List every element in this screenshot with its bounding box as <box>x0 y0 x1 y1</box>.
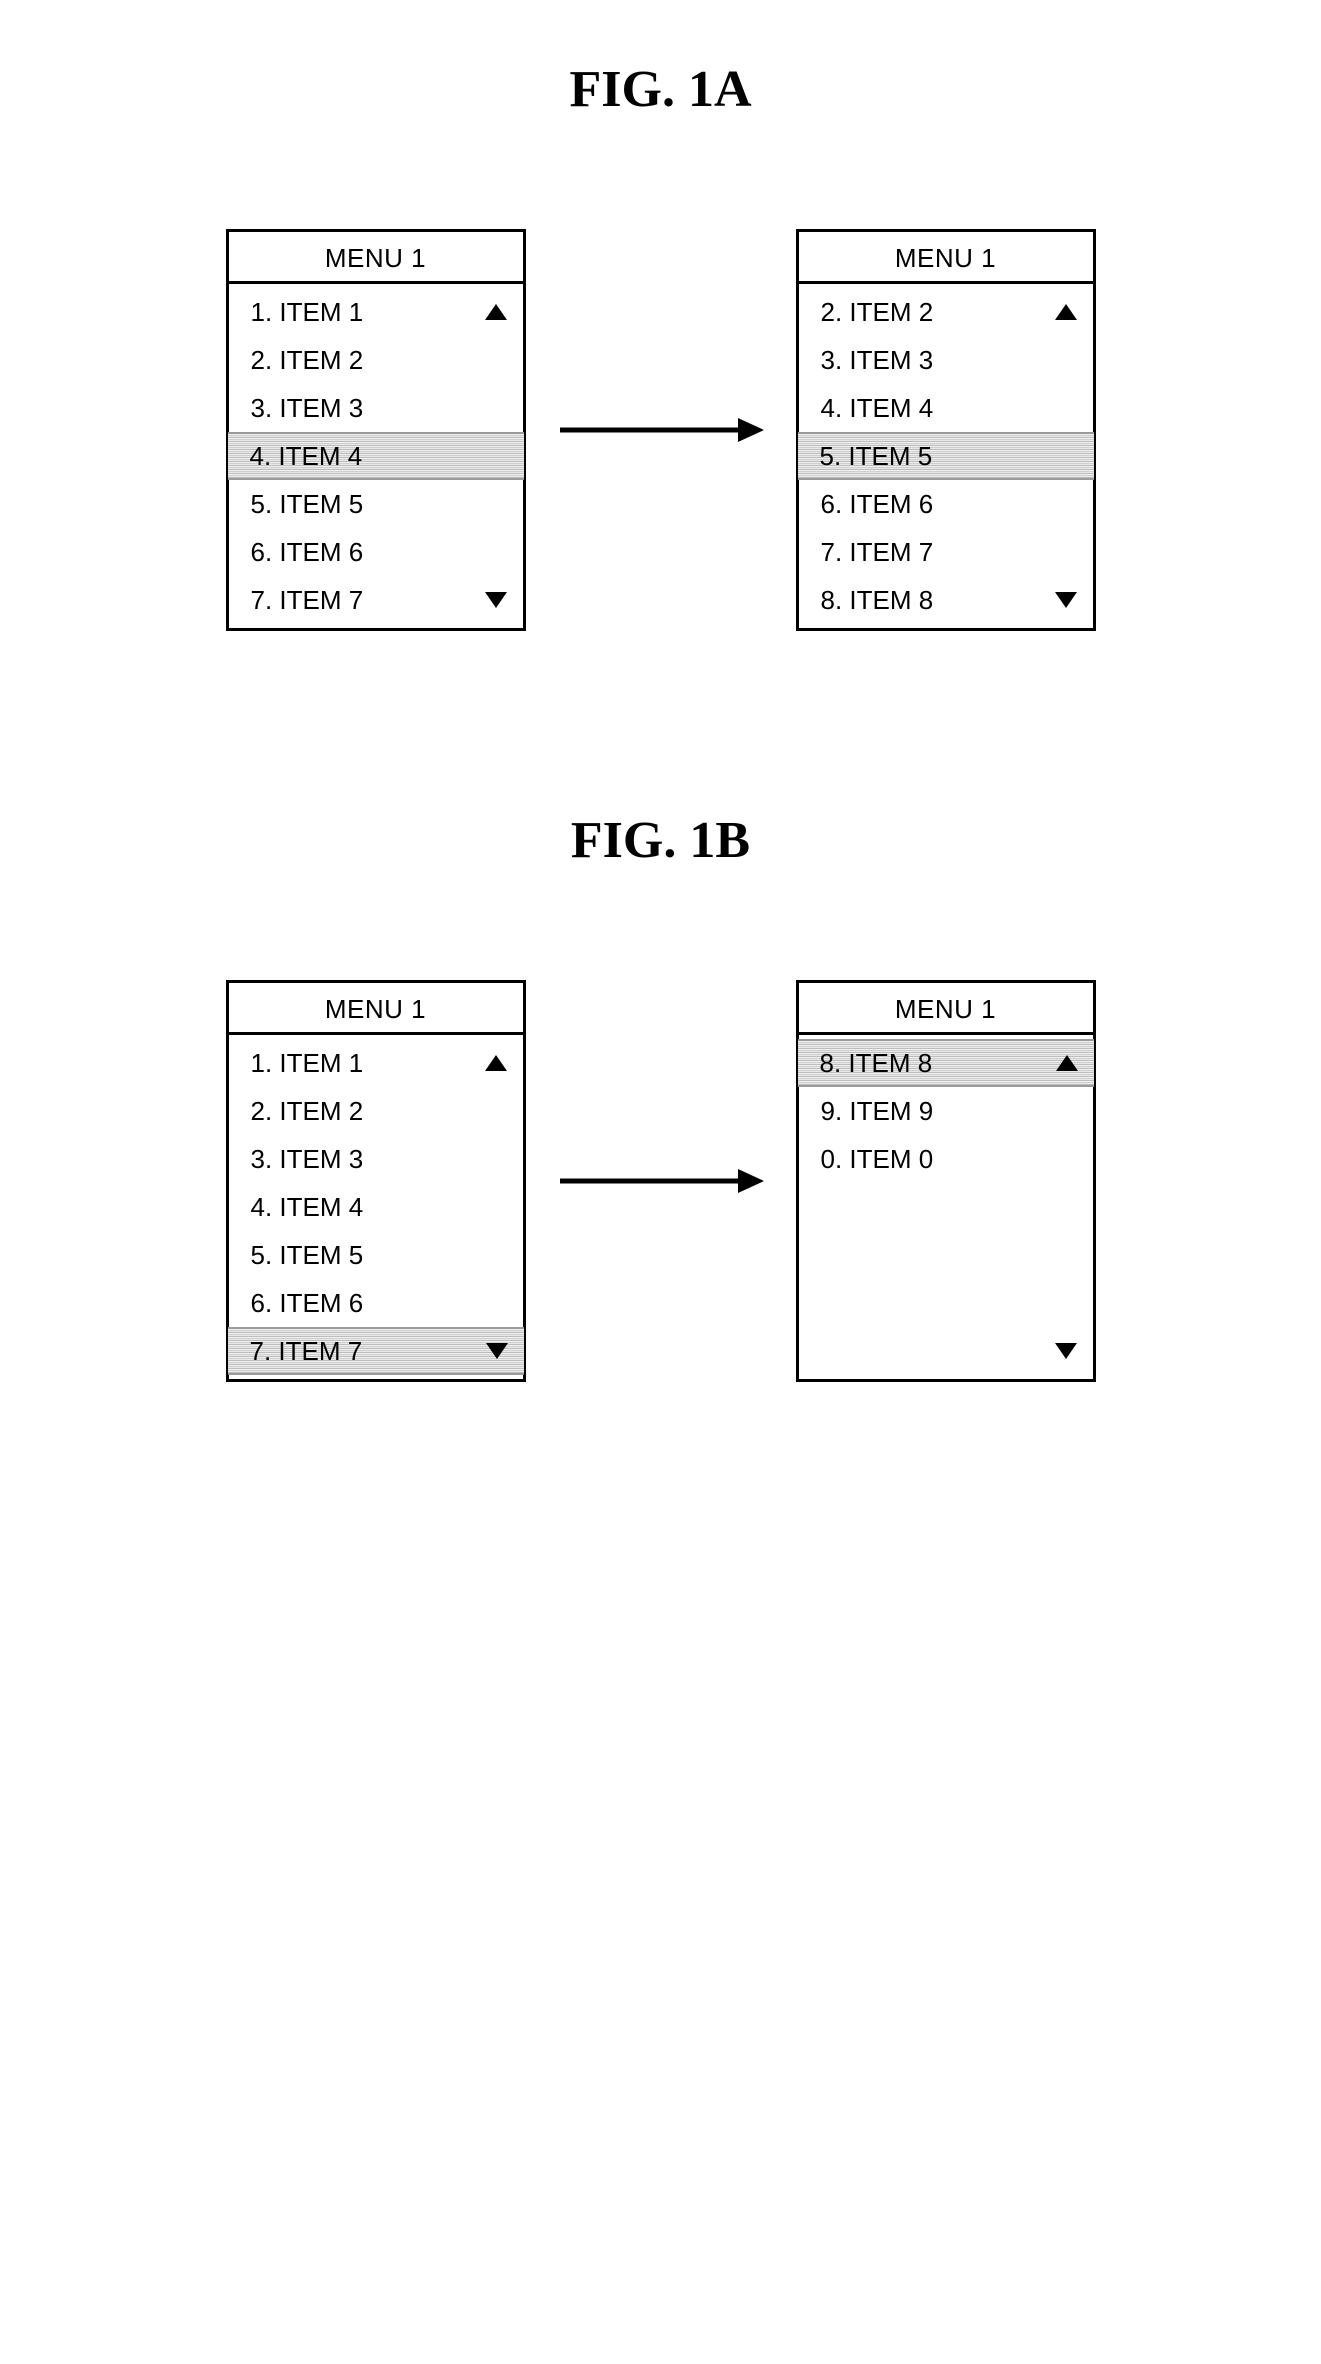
menu-item[interactable]: 1. ITEM 1 <box>229 288 523 336</box>
menu-item-label: 2. ITEM 2 <box>821 297 934 328</box>
menu-item[interactable] <box>799 1231 1093 1279</box>
menu-item[interactable]: 6. ITEM 6 <box>229 1279 523 1327</box>
menu-item[interactable]: 7. ITEM 7 <box>799 528 1093 576</box>
menu-item-label: 6. ITEM 6 <box>821 489 934 520</box>
menu-item[interactable]: 6. ITEM 6 <box>229 528 523 576</box>
menu-item[interactable]: 5. ITEM 5 <box>229 480 523 528</box>
transition-arrow-icon <box>556 410 766 450</box>
menu-item[interactable]: 6. ITEM 6 <box>799 480 1093 528</box>
menu-body: 8. ITEM 8 9. ITEM 9 0. ITEM 0 <box>799 1035 1093 1379</box>
scroll-up-icon[interactable] <box>485 304 507 320</box>
menu-box-left: MENU 1 1. ITEM 1 2. ITEM 2 3. ITEM 3 4. ITEM… <box>226 980 526 1382</box>
menu-item-label: 0. ITEM 0 <box>821 1144 934 1175</box>
menu-body: 2. ITEM 2 3. ITEM 3 4. ITEM 4 5. ITEM 5 6. I… <box>799 284 1093 628</box>
menu-item[interactable]: 9. ITEM 9 <box>799 1087 1093 1135</box>
menu-body: 1. ITEM 1 2. ITEM 2 3. ITEM 3 4. ITEM 4 5. I… <box>229 1035 523 1379</box>
menu-item-label: 1. ITEM 1 <box>251 1048 364 1079</box>
menu-item-label: 7. ITEM 7 <box>250 1336 363 1367</box>
menu-body: 1. ITEM 1 2. ITEM 2 3. ITEM 3 4. ITEM 4 5. I… <box>229 284 523 628</box>
menu-item-label: 7. ITEM 7 <box>251 585 364 616</box>
menu-item-label: 9. ITEM 9 <box>821 1096 934 1127</box>
scroll-down-icon[interactable] <box>486 1343 508 1359</box>
menu-item-highlighted[interactable]: 8. ITEM 8 <box>798 1039 1094 1087</box>
menu-item[interactable] <box>799 1183 1093 1231</box>
menu-item[interactable]: 3. ITEM 3 <box>229 384 523 432</box>
menu-item-label: 8. ITEM 8 <box>820 1048 933 1079</box>
menu-item-label: 2. ITEM 2 <box>251 345 364 376</box>
menu-item[interactable]: 0. ITEM 0 <box>799 1135 1093 1183</box>
scroll-up-icon[interactable] <box>1056 1055 1078 1071</box>
menu-item[interactable]: 4. ITEM 4 <box>799 384 1093 432</box>
menu-item-label: 4. ITEM 4 <box>250 441 363 472</box>
menu-item-highlighted[interactable]: 5. ITEM 5 <box>798 432 1094 480</box>
menu-item-label: 1. ITEM 1 <box>251 297 364 328</box>
menu-item-label: 4. ITEM 4 <box>251 1192 364 1223</box>
transition-arrow-icon <box>556 1161 766 1201</box>
figure-block: MENU 1 1. ITEM 1 2. ITEM 2 3. ITEM 3 4. ITEM… <box>0 229 1321 631</box>
menu-item-label: 2. ITEM 2 <box>251 1096 364 1127</box>
menu-item-label: 8. ITEM 8 <box>821 585 934 616</box>
scroll-down-icon[interactable] <box>1055 1343 1077 1359</box>
menu-item[interactable]: 1. ITEM 1 <box>229 1039 523 1087</box>
scroll-down-icon[interactable] <box>485 592 507 608</box>
menu-title: MENU 1 <box>229 232 523 284</box>
menu-box-right: MENU 1 8. ITEM 8 9. ITEM 9 0. ITEM 0 <box>796 980 1096 1382</box>
menu-item[interactable]: 3. ITEM 3 <box>229 1135 523 1183</box>
menu-item[interactable]: 4. ITEM 4 <box>229 1183 523 1231</box>
menu-box-right: MENU 1 2. ITEM 2 3. ITEM 3 4. ITEM 4 5. ITEM… <box>796 229 1096 631</box>
menu-item-label: 4. ITEM 4 <box>821 393 934 424</box>
menu-item[interactable]: 2. ITEM 2 <box>229 1087 523 1135</box>
figure-title: FIG. 1B <box>0 811 1321 870</box>
menu-box-left: MENU 1 1. ITEM 1 2. ITEM 2 3. ITEM 3 4. ITEM… <box>226 229 526 631</box>
menu-item-label: 6. ITEM 6 <box>251 537 364 568</box>
menu-item-label: 6. ITEM 6 <box>251 1288 364 1319</box>
menu-item[interactable]: 5. ITEM 5 <box>229 1231 523 1279</box>
figure-block: MENU 1 1. ITEM 1 2. ITEM 2 3. ITEM 3 4. ITEM… <box>0 980 1321 1382</box>
menu-item-label: 5. ITEM 5 <box>251 1240 364 1271</box>
menu-item-label: 5. ITEM 5 <box>251 489 364 520</box>
menu-item-label: 3. ITEM 3 <box>821 345 934 376</box>
menu-item-highlighted[interactable]: 4. ITEM 4 <box>228 432 524 480</box>
menu-item-label: 3. ITEM 3 <box>251 1144 364 1175</box>
menu-item-label: 5. ITEM 5 <box>820 441 933 472</box>
menu-title: MENU 1 <box>799 983 1093 1035</box>
menu-title: MENU 1 <box>799 232 1093 284</box>
menu-item[interactable] <box>799 1327 1093 1375</box>
menu-item-label: 3. ITEM 3 <box>251 393 364 424</box>
menu-item-label: 7. ITEM 7 <box>821 537 934 568</box>
menu-item[interactable]: 7. ITEM 7 <box>229 576 523 624</box>
menu-title: MENU 1 <box>229 983 523 1035</box>
figure-title: FIG. 1A <box>0 60 1321 119</box>
menu-item[interactable] <box>799 1279 1093 1327</box>
menu-item[interactable]: 2. ITEM 2 <box>799 288 1093 336</box>
scroll-down-icon[interactable] <box>1055 592 1077 608</box>
scroll-up-icon[interactable] <box>1055 304 1077 320</box>
menu-item[interactable]: 3. ITEM 3 <box>799 336 1093 384</box>
menu-item[interactable]: 8. ITEM 8 <box>799 576 1093 624</box>
scroll-up-icon[interactable] <box>485 1055 507 1071</box>
menu-item[interactable]: 2. ITEM 2 <box>229 336 523 384</box>
menu-item-highlighted[interactable]: 7. ITEM 7 <box>228 1327 524 1375</box>
